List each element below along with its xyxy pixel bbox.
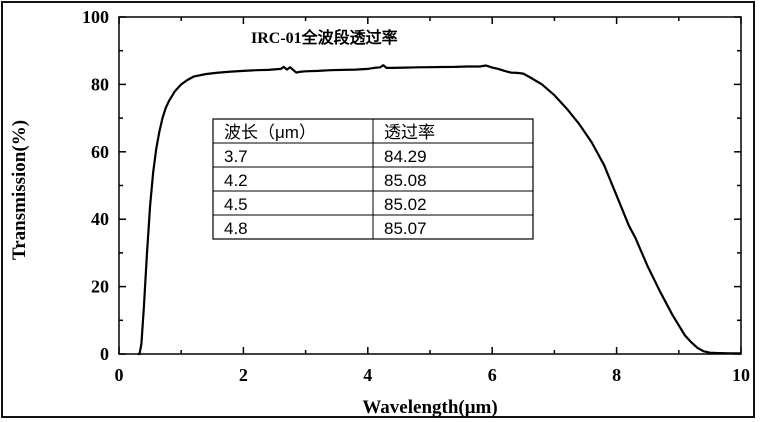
x-tick-label: 6 xyxy=(488,365,497,385)
y-tick-label: 80 xyxy=(91,74,109,94)
y-axis-title: Transmission(%) xyxy=(9,120,30,260)
table-header-wavelength: 波长（μm） xyxy=(224,123,316,142)
table-cell-transmittance: 84.29 xyxy=(384,147,427,166)
x-tick-label: 2 xyxy=(239,365,248,385)
data-table: 波长（μm） 透过率 3.7 84.29 4.2 85.08 4.5 85.02… xyxy=(212,118,534,240)
axis-ticks xyxy=(118,16,742,355)
table-header-transmittance: 透过率 xyxy=(384,123,435,142)
table-cell-transmittance: 85.02 xyxy=(384,195,427,214)
y-tick-label: 60 xyxy=(91,142,109,162)
table-cell-wavelength: 3.7 xyxy=(224,147,248,166)
x-axis-title: Wavelength(μm) xyxy=(362,397,497,418)
table-cell-wavelength: 4.2 xyxy=(224,171,248,190)
table-cell-wavelength: 4.8 xyxy=(224,219,248,238)
y-tick-label: 20 xyxy=(91,277,109,297)
x-tick-label: 0 xyxy=(115,365,124,385)
transmission-line xyxy=(137,64,741,356)
y-tick-label: 0 xyxy=(100,344,109,364)
table-cell-transmittance: 85.08 xyxy=(384,171,427,190)
x-tick-label: 10 xyxy=(732,365,750,385)
x-tick-label: 4 xyxy=(363,365,372,385)
table-cell-wavelength: 4.5 xyxy=(224,195,248,214)
y-tick-label: 40 xyxy=(91,209,109,229)
x-tick-label: 8 xyxy=(612,365,621,385)
table-cell-transmittance: 85.07 xyxy=(384,219,427,238)
y-tick-label: 100 xyxy=(82,7,109,27)
chart-title: IRC-01全波段透过率 xyxy=(251,28,398,47)
